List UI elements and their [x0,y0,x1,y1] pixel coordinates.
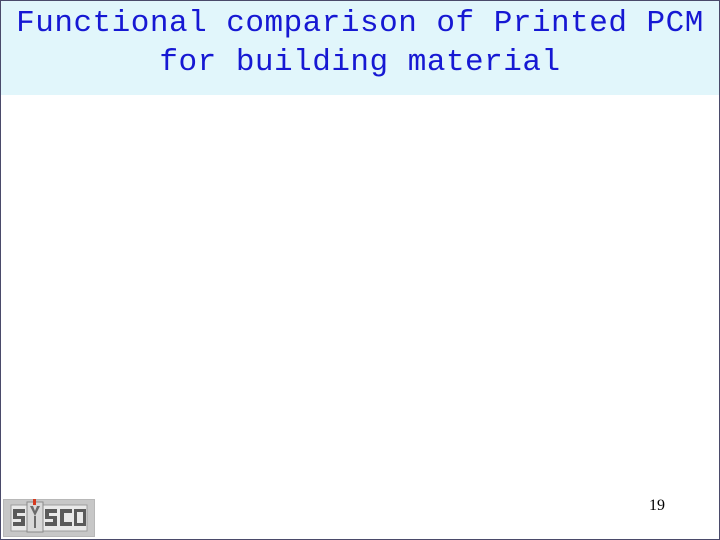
slide: Functional comparison of Printed PCM for… [0,0,720,540]
page-number: 19 [649,497,665,515]
page-title: Functional comparison of Printed PCM for… [1,5,719,83]
title-line-2: for building material [159,45,560,80]
title-line-1: Functional comparison of Printed PCM [16,6,704,41]
brand-logo [3,499,95,537]
